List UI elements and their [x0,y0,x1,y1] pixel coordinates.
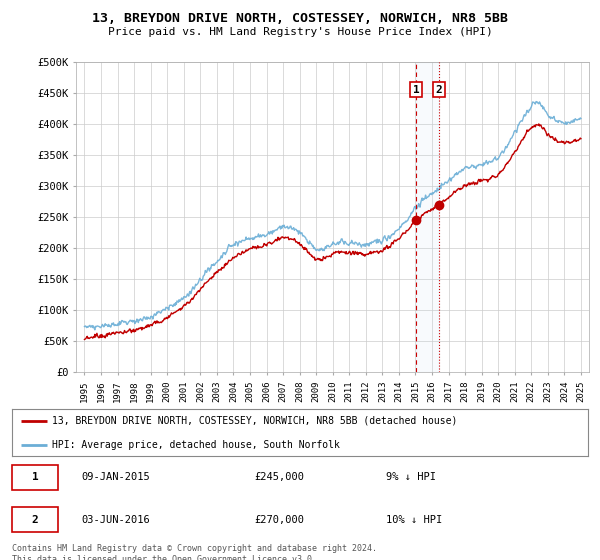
Text: 9% ↓ HPI: 9% ↓ HPI [386,472,436,482]
Text: 13, BREYDON DRIVE NORTH, COSTESSEY, NORWICH, NR8 5BB (detached house): 13, BREYDON DRIVE NORTH, COSTESSEY, NORW… [52,416,458,426]
Text: 2: 2 [32,515,38,525]
Text: 1: 1 [413,85,419,95]
Text: 10% ↓ HPI: 10% ↓ HPI [386,515,443,525]
Text: 13, BREYDON DRIVE NORTH, COSTESSEY, NORWICH, NR8 5BB: 13, BREYDON DRIVE NORTH, COSTESSEY, NORW… [92,12,508,25]
FancyBboxPatch shape [12,465,58,490]
Text: Price paid vs. HM Land Registry's House Price Index (HPI): Price paid vs. HM Land Registry's House … [107,27,493,37]
Text: £270,000: £270,000 [254,515,304,525]
Text: HPI: Average price, detached house, South Norfolk: HPI: Average price, detached house, Sout… [52,440,340,450]
FancyBboxPatch shape [12,507,58,532]
Text: 2: 2 [436,85,442,95]
Text: 03-JUN-2016: 03-JUN-2016 [81,515,150,525]
Text: 1: 1 [32,472,38,482]
Bar [416,62,439,372]
Text: Contains HM Land Registry data © Crown copyright and database right 2024.
This d: Contains HM Land Registry data © Crown c… [12,544,377,560]
Text: 09-JAN-2015: 09-JAN-2015 [81,472,150,482]
Text: £245,000: £245,000 [254,472,304,482]
